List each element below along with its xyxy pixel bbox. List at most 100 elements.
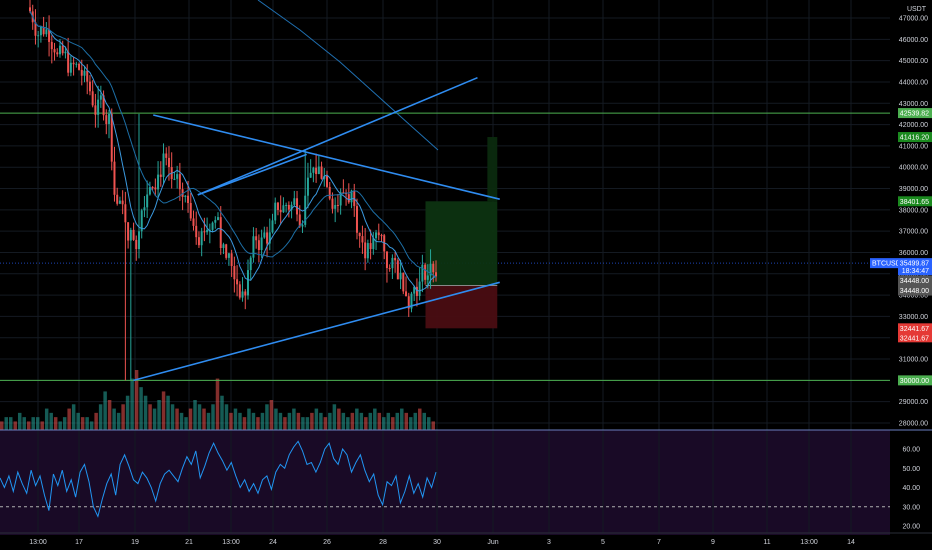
y-tick-label: 31000.00 [899,357,928,364]
y-tick-label: 46000.00 [899,37,928,44]
candle-body [301,224,304,227]
volume-bar [382,417,386,430]
volume-bar [0,421,4,430]
volume-bar [278,412,283,430]
volume-bar [391,417,395,430]
price-axis[interactable]: 28000.0029000.0030000.0031000.0032000.00… [899,16,928,428]
long-position-tool[interactable] [425,137,498,329]
candle-body [369,243,372,250]
volume-bar [130,378,134,430]
volume-bar [305,417,310,430]
candle-body [331,198,334,209]
candle-body [181,189,184,197]
price-badge-target_1 [898,196,932,207]
candle-body [83,70,86,76]
candle-body [287,204,290,210]
candle-body [80,69,83,76]
volume-bar [58,421,62,430]
volume-bar [94,412,98,430]
volume-bar [188,408,193,430]
y-tick-label: 45000.00 [899,58,928,65]
candle-body [217,217,220,220]
ma-slow [29,11,437,278]
candle-body [64,51,67,54]
y-tick-label: 38000.00 [899,207,928,214]
candle-body [187,195,190,203]
rsi-axis[interactable]: 20.00 30.00 40.00 50.00 60.00 [902,447,920,531]
volume-bar [80,417,85,430]
y-tick-label: 29000.00 [899,399,928,406]
entry-label-2: 34448.00 [900,288,929,295]
volume-bar [260,412,265,430]
candle-body [195,225,198,238]
candle-body [290,204,293,210]
stop-label-2: 32441.67 [900,335,929,342]
volume-bar [238,412,242,430]
candle-body [56,52,59,55]
rsi-tick-label: 60.00 [902,447,920,454]
x-tick-label: 30 [433,539,441,546]
price-badge-resistance [898,108,932,119]
y-tick-label: 43000.00 [899,101,928,108]
symbol-tag-text: BTCUSDT [872,261,906,268]
candle-body [350,190,353,203]
countdown-text: 18:34:47 [902,268,929,275]
candles [29,0,437,381]
candle-body [34,22,37,36]
y-tick-label: 33000.00 [899,314,928,321]
x-tick-label: 9 [711,539,715,546]
price-badge-label-target_1: 38401.65 [900,199,929,206]
volume-bar [251,412,256,430]
volume-bar [116,412,121,430]
x-tick-label: 5 [601,539,605,546]
volume-bar [400,408,404,430]
volume-bar [161,391,166,430]
trendlines[interactable] [133,76,500,382]
candle-body [399,272,402,280]
volume-bar [53,417,58,430]
ma-long [257,0,439,151]
candle-body [127,222,130,241]
candle-body [140,210,143,232]
candle-body [203,231,206,233]
candle-body [435,272,437,277]
candle-body [396,260,399,280]
candle-body [94,105,97,115]
volume-bar [233,408,238,430]
volume-bar [67,408,71,430]
volume-bar [265,404,269,430]
candle-body [146,194,149,208]
candle-body [124,204,127,223]
candle-body [238,284,241,298]
price-badge-label-support: 30000.00 [900,378,929,385]
candle-body [135,239,138,250]
stop-label-1: 32441.67 [900,326,929,333]
candle-body [394,257,397,261]
candle-body [266,232,269,244]
candle-body [385,251,388,269]
candle-body [192,218,195,226]
candle-body [418,281,421,296]
volume-bar [202,408,206,430]
volume-bar [166,395,170,430]
candle-body [88,81,91,92]
volume-bar [346,417,350,430]
time-axis[interactable]: 13:00 17 19 21 13:00 24 26 28 30 Jun 3 5 7 9 11 13:00 14 [29,539,855,546]
candle-body [339,192,342,206]
candle-body [415,286,418,296]
volume-bar [292,408,296,430]
candle-body [151,187,154,189]
candle-body [306,177,309,196]
volume-bar [274,408,278,430]
volume-bar [13,421,17,430]
candle-body [347,194,350,203]
candle-body [108,113,111,124]
volume-bar [247,408,251,430]
candle-body [39,26,42,36]
x-tick-label: 26 [323,539,331,546]
candle-body [413,286,416,294]
volume-bar [427,417,431,430]
rsi-tick-label: 50.00 [902,466,920,473]
rsi-tick-label: 40.00 [902,485,920,492]
